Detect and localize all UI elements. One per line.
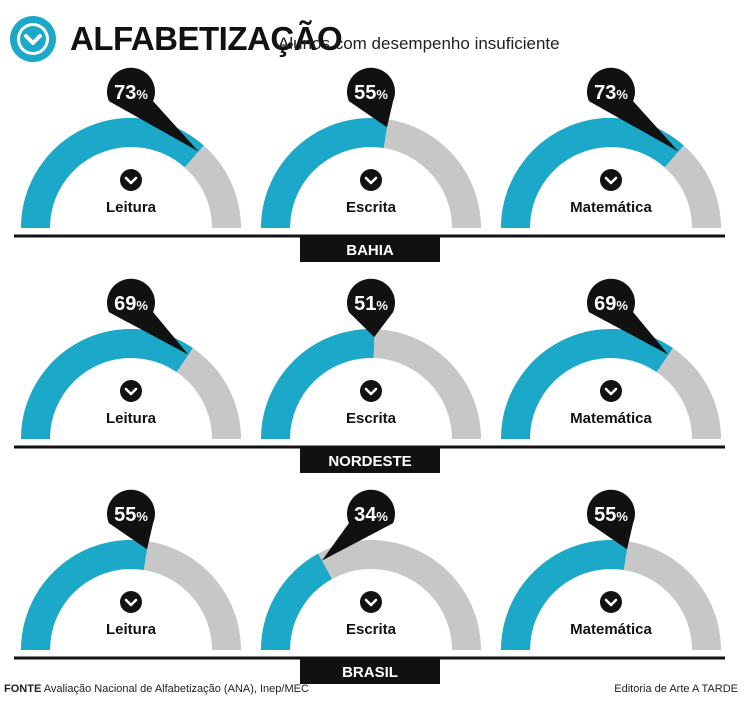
value-label: 73% [114, 82, 148, 104]
value-unit: % [616, 87, 628, 102]
chevron-down-icon-glyph [604, 176, 618, 185]
value-marker [321, 489, 395, 561]
gauge-fill [501, 540, 629, 651]
gauge-fill [21, 329, 193, 440]
chevron-down-icon-glyph [364, 176, 378, 185]
category-label: Matemática [570, 410, 652, 427]
category-label: Escrita [346, 410, 397, 427]
chevron-down-icon [120, 591, 142, 613]
value-marker [107, 278, 189, 355]
category-label: Matemática [570, 621, 652, 638]
credit-note: Editoria de Arte A TARDE [614, 683, 738, 695]
chevron-down-icon [120, 169, 142, 191]
region-label-box [300, 658, 440, 684]
gauge-bahia-1: 55% Escrita [261, 67, 481, 229]
value-label: 55% [594, 504, 628, 526]
value-label: 51% [354, 293, 388, 315]
value-marker [107, 67, 199, 152]
value-unit: % [136, 509, 148, 524]
gauge-fill [21, 540, 149, 651]
value-marker [347, 278, 395, 338]
chevron-down-icon-glyph [364, 598, 378, 607]
chevron-down-icon-glyph [124, 387, 138, 396]
category-label: Escrita [346, 621, 397, 638]
value-marker [107, 489, 155, 550]
chevron-down-circle-icon [10, 16, 56, 62]
source-label: FONTE [4, 683, 42, 695]
region-label: BAHIA [346, 242, 394, 259]
chevron-down-icon-glyph [604, 387, 618, 396]
region-nordeste: 69% Leitura 51% Escrita 69% Matemática NORDEST… [14, 278, 725, 473]
value-marker [587, 278, 669, 355]
gauge-fill [501, 329, 673, 440]
chevron-down-icon [600, 591, 622, 613]
gauge-brasil-2: 55% Matemática [501, 489, 721, 651]
gauge-nordeste-0: 69% Leitura [21, 278, 241, 440]
value-unit: % [376, 298, 388, 313]
page-title: ALFABETIZAÇÃO [70, 20, 343, 57]
gauge-bahia-2: 73% Matemática [501, 67, 721, 229]
chevron-down-icon-glyph [364, 387, 378, 396]
value-label: 55% [114, 504, 148, 526]
source-note: FONTE Avaliação Nacional de Alfabetizaçã… [4, 683, 309, 695]
region-label-box [300, 236, 440, 262]
value-label: 69% [114, 293, 148, 315]
chevron-down-icon [600, 380, 622, 402]
region-label: BRASIL [342, 664, 398, 681]
value-label: 69% [594, 293, 628, 315]
gauge-brasil-0: 55% Leitura [21, 489, 241, 651]
gauge-fill [501, 118, 684, 229]
chevron-down-icon [120, 380, 142, 402]
gauge-fill [261, 118, 389, 229]
value-label: 34% [354, 504, 388, 526]
region-bahia: 73% Leitura 55% Escrita 73% Matemática BAHIA [14, 67, 725, 262]
chevron-down-icon-glyph [604, 598, 618, 607]
category-label: Matemática [570, 199, 652, 216]
value-marker [346, 67, 396, 128]
value-unit: % [136, 87, 148, 102]
value-unit: % [376, 87, 388, 102]
gauge-fill [21, 118, 204, 229]
chevron-down-icon [360, 591, 382, 613]
value-marker [587, 67, 679, 152]
value-unit: % [616, 298, 628, 313]
gauge-brasil-1: 34% Escrita [261, 489, 481, 651]
gauge-nordeste-2: 69% Matemática [501, 278, 721, 440]
category-label: Leitura [106, 621, 157, 638]
value-unit: % [136, 298, 148, 313]
value-label: 73% [594, 82, 628, 104]
category-label: Leitura [106, 410, 157, 427]
region-label-box [300, 447, 440, 473]
value-marker [587, 489, 636, 550]
chevron-down-icon-glyph [124, 598, 138, 607]
region-brasil: 55% Leitura 34% Escrita 55% Matemática BRASIL [14, 489, 725, 684]
value-label: 55% [354, 82, 388, 104]
source-text: Avaliação Nacional de Alfabetização (ANA… [43, 683, 309, 695]
chevron-down-icon [360, 169, 382, 191]
value-unit: % [616, 509, 628, 524]
chevron-down-icon [360, 380, 382, 402]
region-label: NORDESTE [328, 453, 411, 470]
page-subtitle: Alunos com desempenho insuficiente [278, 34, 560, 53]
chevron-down-icon [600, 169, 622, 191]
category-label: Leitura [106, 199, 157, 216]
gauge-fill [261, 553, 333, 651]
chevron-down-icon-glyph [124, 176, 138, 185]
gauge-bahia-0: 73% Leitura [21, 67, 241, 229]
value-unit: % [376, 509, 388, 524]
gauge-fill [261, 329, 375, 440]
category-label: Escrita [346, 199, 397, 216]
gauge-nordeste-1: 51% Escrita [261, 278, 481, 440]
